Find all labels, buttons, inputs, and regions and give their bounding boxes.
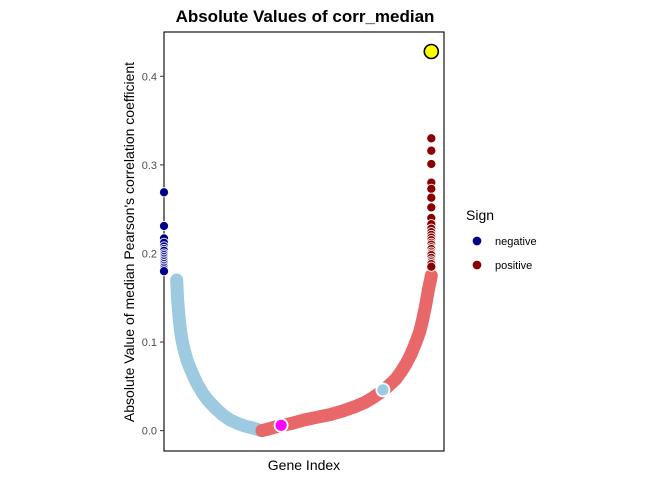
special-point-max <box>423 43 440 60</box>
plot-area: 0.0 0.1 0.2 0.3 0.4 <box>142 31 445 452</box>
y-tick-label: 0.1 <box>142 337 157 349</box>
chart-title: Absolute Values of corr_median <box>176 7 435 26</box>
data-point-positive <box>426 183 437 194</box>
special-point-median-negative-sample <box>273 417 289 433</box>
data-point-positive <box>426 158 437 170</box>
y-tick-label: 0.2 <box>142 248 157 260</box>
special-points <box>273 43 440 433</box>
data-point-negative <box>158 266 170 277</box>
y-tick-label: 0.4 <box>142 71 157 83</box>
legend-label-negative: negative <box>495 236 537 248</box>
legend-marker-negative <box>471 235 483 247</box>
series-curve-positive <box>255 269 438 438</box>
data-point-positive <box>426 192 437 203</box>
y-axis-label: Absolute Value of median Pearson's corre… <box>121 62 137 422</box>
data-point-negative <box>158 187 170 198</box>
data-points <box>158 133 437 277</box>
legend-title: Sign <box>466 207 494 223</box>
legend-marker-positive <box>471 259 483 271</box>
y-tick-label: 0.3 <box>142 160 157 172</box>
data-point-positive <box>426 261 437 272</box>
data-point-negative <box>158 220 170 232</box>
y-axis: 0.0 0.1 0.2 0.3 0.4 <box>142 71 164 438</box>
data-point-positive <box>426 202 437 213</box>
series-curve-negative <box>170 273 269 438</box>
legend-items: negative positive <box>471 235 537 272</box>
x-axis-label: Gene Index <box>268 457 340 473</box>
legend: Sign negative positive <box>466 207 537 272</box>
data-point-positive <box>426 133 437 144</box>
special-point-sample-marker <box>375 382 391 398</box>
data-point-positive <box>426 145 437 156</box>
data-curves <box>170 269 438 438</box>
legend-label-positive: positive <box>495 260 532 272</box>
y-tick-label: 0.0 <box>142 426 157 438</box>
